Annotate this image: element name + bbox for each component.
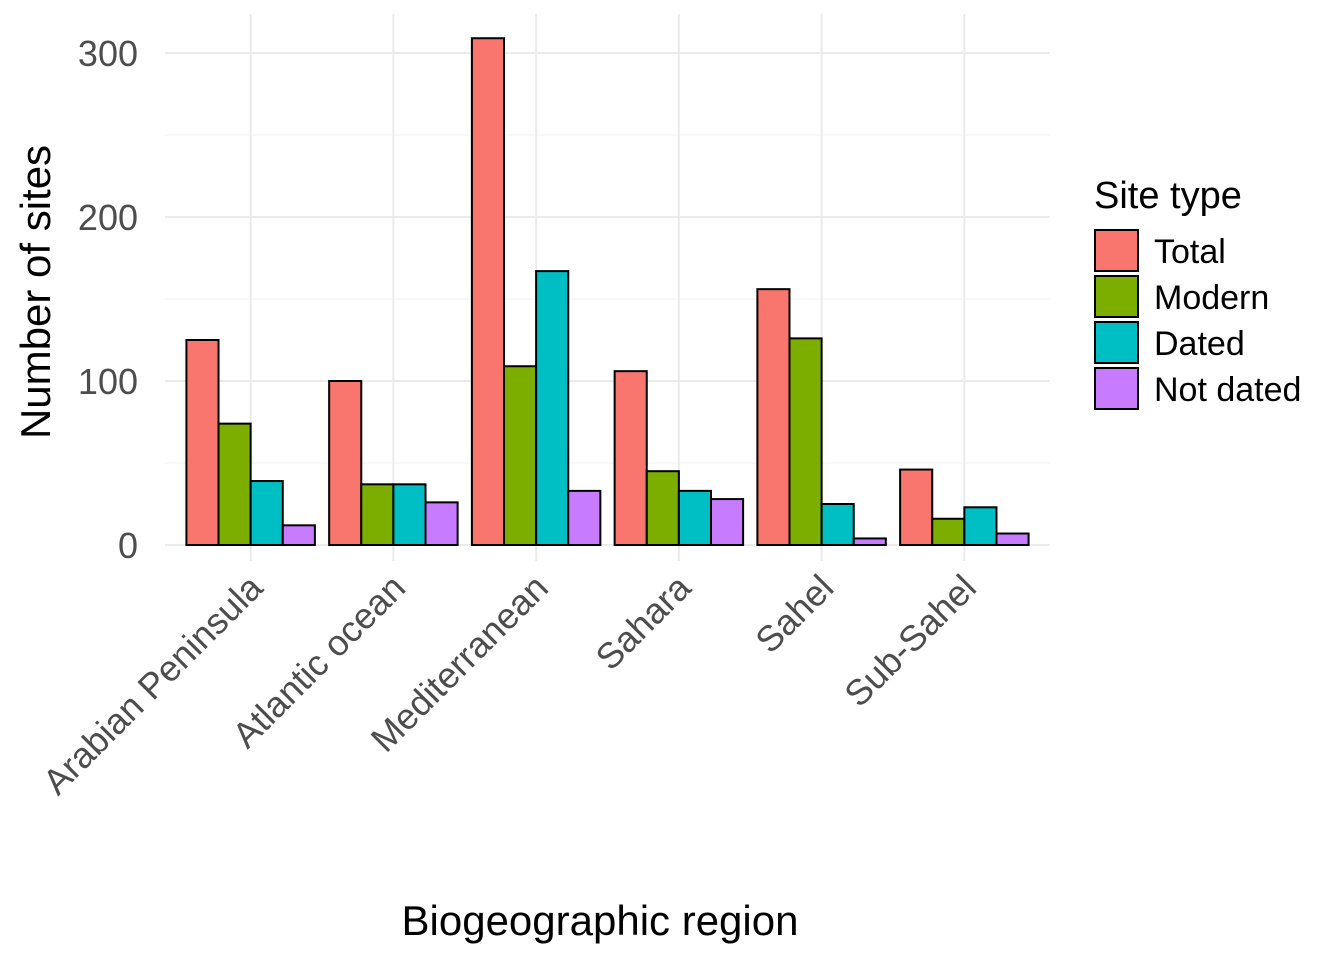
x-tick-label-arabian-peninsula: Arabian Peninsula [35,566,271,802]
legend-key-modern [1094,275,1139,318]
x-tick-label-sub-sahel: Sub-Sahel [836,567,984,715]
bar-sahara-total [613,370,648,546]
bar-atlantic-ocean-total [328,380,363,546]
legend-key-not-dated [1094,367,1139,410]
bar-sahara-not-dated [709,498,745,546]
y-tick-label: 100 [78,361,138,402]
bar-mediterranean-modern [503,365,538,546]
bar-atlantic-ocean-dated [392,483,427,547]
x-axis-title: Biogeographic region [402,897,799,944]
legend-label-modern: Modern [1154,279,1269,317]
legend: Site type Total Modern Dated Not dated [1094,175,1301,410]
legend-key-dated [1094,321,1139,364]
y-axis-tick-labels: 0 100 200 300 [78,33,138,566]
legend-items: Total Modern Dated Not dated [1094,229,1301,410]
bar-sahara-modern [645,470,680,547]
legend-label-dated: Dated [1154,325,1245,363]
y-tick-label: 300 [78,33,138,74]
bar-sahel-not-dated [852,537,887,547]
bar-atlantic-ocean-modern [360,483,395,547]
bar-sub-sahel-modern [931,517,966,547]
bar-arabian-peninsula-not-dated [281,524,316,547]
legend-title: Site type [1094,175,1242,217]
y-tick-label: 200 [78,197,138,238]
bar-sub-sahel-not-dated [995,532,1030,547]
y-axis-title: Number of sites [12,145,59,439]
legend-key-total [1094,229,1139,272]
bars [185,37,1030,547]
legend-label-not-dated: Not dated [1154,371,1301,409]
bar-arabian-peninsula-dated [249,480,284,547]
bar-sahel-modern [788,337,823,546]
bar-sub-sahel-total [899,468,934,546]
x-tick-label-sahel: Sahel [747,567,841,661]
minor-gridlines [165,134,1050,464]
bar-sub-sahel-dated [963,506,998,546]
bar-arabian-peninsula-total [185,339,220,546]
bar-sahel-dated [820,503,855,546]
x-tick-label-sahara: Sahara [587,566,699,678]
bar-atlantic-ocean-not-dated [424,501,459,546]
bar-sahara-dated [677,489,712,547]
bar-mediterranean-total [470,37,506,547]
bar-mediterranean-dated [535,270,570,546]
legend-label-total: Total [1154,233,1226,271]
bar-sahel-total [756,288,791,546]
bar-arabian-peninsula-modern [217,422,252,547]
y-tick-label: 0 [118,525,138,566]
bar-mediterranean-not-dated [567,489,602,547]
